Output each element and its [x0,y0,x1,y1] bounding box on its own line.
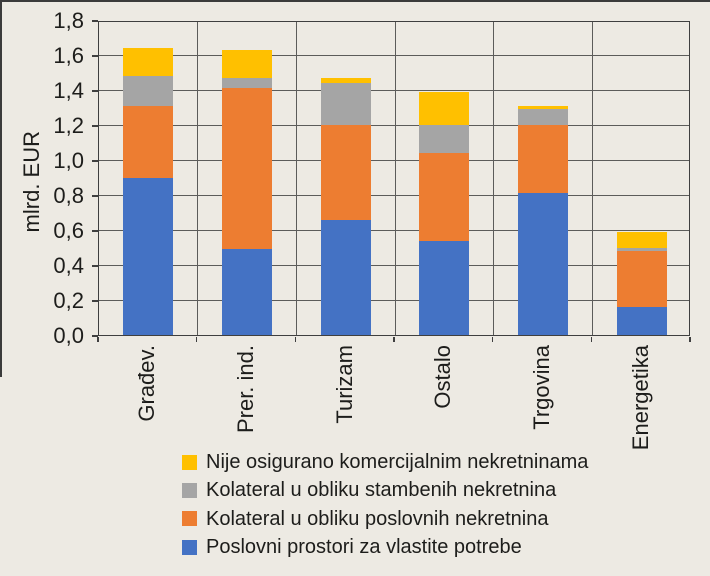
bar-segment [123,76,174,106]
bar-segment [518,105,568,110]
horizontal-gridline [99,89,689,91]
bar-segment [419,125,470,153]
y-tick-label: 0,2 [53,288,84,313]
y-tick-label: 0,4 [53,253,84,278]
legend-color-swatch [182,511,197,527]
legend-item: Nije osigurano komercijalnim nekretninam… [182,448,588,476]
bar-segment [419,240,470,335]
horizontal-gridline [99,194,689,196]
x-category-label: Ostalo [430,345,456,409]
bar-segment [616,247,667,251]
y-tick-mark [92,300,98,302]
vertical-gridline [591,22,593,335]
bar-segment [222,77,272,89]
bar-segment [518,109,568,125]
bar-segment [518,193,568,335]
horizontal-gridline [99,124,689,126]
y-tick-mark [92,55,98,57]
bar-segment [616,231,667,248]
bar-segment [222,249,272,335]
x-tick-mark [491,336,494,342]
y-tick-label: 0,8 [53,183,84,208]
bar-segment [222,49,272,78]
bar-segment [320,125,371,220]
x-category-label: Građev. [134,345,160,422]
bar-segment [419,91,470,125]
legend-color-swatch [182,539,197,555]
y-tick-mark [92,230,98,232]
y-tick-mark [92,335,98,337]
bar-segment [419,153,470,241]
figure-border-left [0,0,2,377]
legend-color-swatch [182,454,197,470]
y-tick-label: 1,2 [53,113,84,138]
legend-label: Poslovni prostori za vlastite potrebe [206,536,522,559]
vertical-gridline [394,22,396,335]
y-tick-mark [92,195,98,197]
x-tick-mark [195,336,198,342]
x-category-label: Energetika [627,345,653,451]
bar-segment [222,88,272,250]
bar-segment [320,77,371,83]
y-tick-label: 1,8 [53,8,84,33]
legend-label: Nije osigurano komercijalnim nekretninam… [206,451,589,474]
bar-segment [320,83,371,125]
y-tick-label: 1,4 [53,78,84,103]
bar-segment [616,307,667,335]
y-tick-mark [92,90,98,92]
y-tick-label: 1,0 [53,148,84,173]
bar-segment [123,48,174,76]
legend-label: Kolateral u obliku stambenih nekretnina [206,479,557,502]
horizontal-gridline [99,299,689,301]
x-tick-mark [97,336,99,342]
x-tick-mark [590,336,593,342]
x-tick-mark [294,336,297,342]
figure-border-top [0,0,710,2]
y-tick-mark [92,125,98,127]
legend-item: Kolateral u obliku poslovnih nekretnina [182,505,588,533]
y-tick-mark [92,20,98,22]
legend: Nije osigurano komercijalnim nekretninam… [182,448,588,561]
horizontal-gridline [99,159,689,161]
x-category-label: Trgovina [529,345,554,430]
y-tick-mark [92,160,98,162]
bar-segment [123,105,174,178]
vertical-gridline [493,22,495,335]
x-category-label: Turizam [331,345,357,424]
plot-area [98,21,690,336]
legend-item: Poslovni prostori za vlastite potrebe [182,533,588,561]
x-tick-mark [393,336,395,342]
x-tick-mark [689,336,691,342]
y-axis-title: mlrd. EUR [19,131,44,233]
horizontal-gridline [99,229,689,231]
bar-segment [123,177,174,335]
y-tick-label: 1,6 [53,43,84,68]
bar-segment [616,251,667,307]
bar-segment [320,219,371,335]
y-tick-mark [92,265,98,267]
vertical-gridline [295,22,297,335]
horizontal-gridline [99,54,689,56]
legend-item: Kolateral u obliku stambenih nekretnina [182,476,588,504]
y-tick-label: 0,0 [53,323,84,348]
vertical-gridline [197,22,199,335]
horizontal-gridline [99,264,689,266]
x-category-label: Prer. ind. [233,345,258,434]
legend-label: Kolateral u obliku poslovnih nekretnina [206,507,549,530]
legend-color-swatch [182,482,197,498]
bar-segment [518,125,568,194]
y-tick-label: 0,6 [53,218,84,243]
